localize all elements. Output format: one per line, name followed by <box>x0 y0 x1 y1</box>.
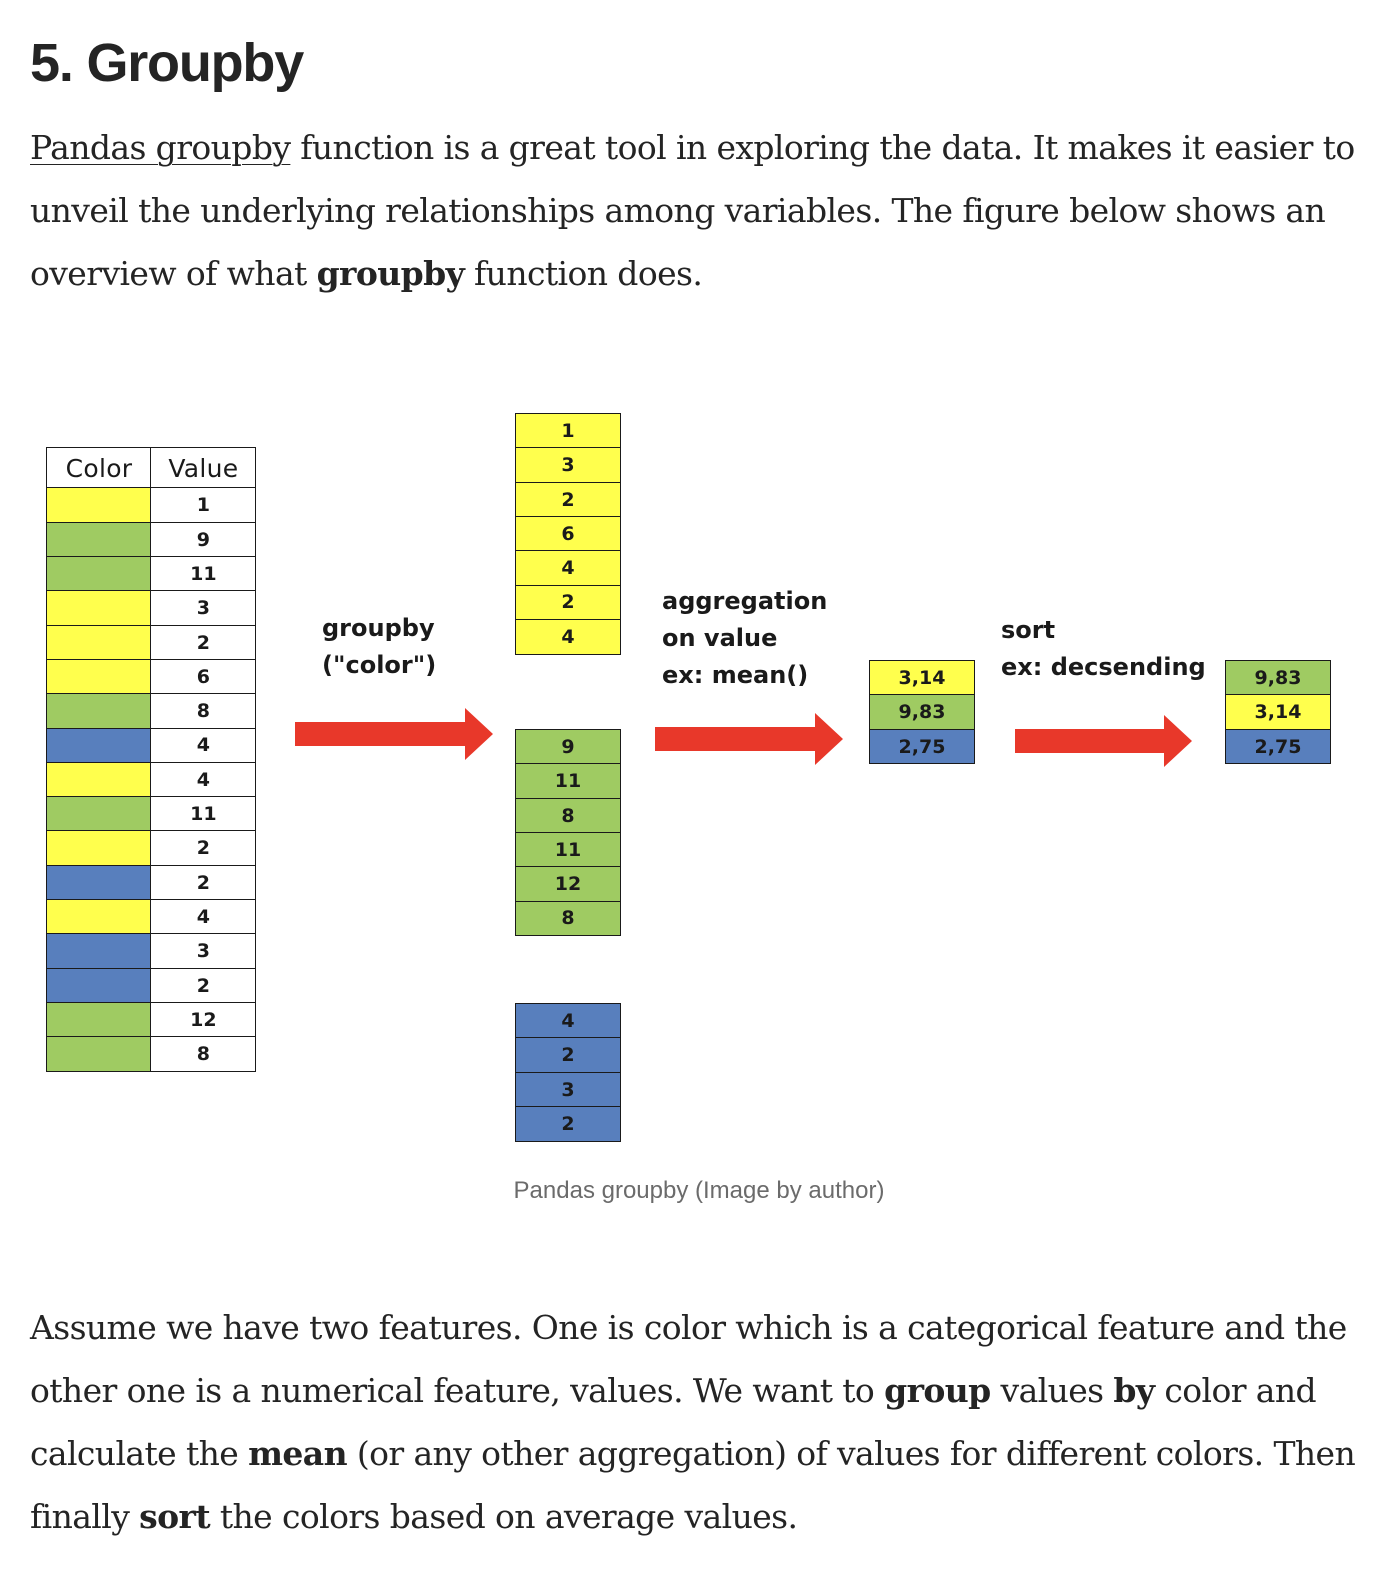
table-value-cell: 2 <box>150 624 257 661</box>
table-header-color: Color <box>46 447 152 489</box>
table-value-cell: 6 <box>150 658 257 695</box>
outro-bold-group: group <box>884 1371 991 1410</box>
table-value-cell: 4 <box>150 727 257 764</box>
intro-bold-groupby: groupby <box>316 254 465 293</box>
table-color-swatch <box>46 967 152 1004</box>
table-value-cell: 9 <box>150 521 257 558</box>
table-value-cell: 4 <box>150 761 257 798</box>
outro-bold-mean: mean <box>248 1434 347 1473</box>
outro-text-2: values <box>990 1371 1114 1410</box>
group-green-cell: 11 <box>515 763 621 800</box>
section-heading: 5. Groupby <box>30 33 304 93</box>
table-value-cell: 2 <box>150 830 257 867</box>
table-color-swatch <box>46 1036 152 1073</box>
table-color-swatch <box>46 693 152 730</box>
group-green-cell: 12 <box>515 866 621 903</box>
mean-blue-cell: 2,75 <box>869 728 975 765</box>
table-color-swatch <box>46 487 152 524</box>
intro-paragraph: Pandas groupby function is a great tool … <box>30 116 1375 305</box>
table-color-swatch <box>46 521 152 558</box>
aggregation-step-label: aggregation on value ex: mean() <box>662 587 828 689</box>
table-value-cell: 12 <box>150 1001 257 1038</box>
mean-green-cell: 9,83 <box>869 694 975 731</box>
outro-paragraph: Assume we have two features. One is colo… <box>30 1296 1375 1548</box>
table-value-cell: 2 <box>150 967 257 1004</box>
group-blue-cell: 2 <box>515 1105 621 1142</box>
group-yellow-cell: 4 <box>515 618 621 655</box>
table-color-swatch <box>46 1001 152 1038</box>
group-blue-cell: 3 <box>515 1071 621 1108</box>
group-green-cell: 8 <box>515 900 621 937</box>
group-yellow-cell: 2 <box>515 481 621 518</box>
table-color-swatch <box>46 556 152 592</box>
table-color-swatch <box>46 933 152 970</box>
sorted-blue-cell: 2,75 <box>1225 728 1331 765</box>
table-color-swatch <box>46 727 152 764</box>
table-color-swatch <box>46 830 152 867</box>
table-color-swatch <box>46 864 152 901</box>
table-value-cell: 1 <box>150 487 257 524</box>
table-color-swatch <box>46 590 152 627</box>
intro-text-1: function is a great tool in exploring th… <box>30 128 1355 293</box>
outro-bold-sort: sort <box>139 1497 210 1536</box>
table-value-cell: 3 <box>150 590 257 627</box>
figure-caption: Pandas groupby (Image by author) <box>513 1177 885 1204</box>
table-value-cell: 8 <box>150 1036 257 1073</box>
table-color-swatch <box>46 899 152 935</box>
outro-text-1: Assume we have two features. One is colo… <box>30 1308 1347 1410</box>
table-header-value: Value <box>150 447 257 489</box>
arrow-right-icon <box>295 708 493 760</box>
group-blue-cell: 4 <box>515 1003 621 1039</box>
table-value-cell: 4 <box>150 899 257 935</box>
outro-text-3: color and calculate the <box>30 1371 1317 1473</box>
group-yellow-cell: 3 <box>515 447 621 484</box>
outro-text-5: the colors based on average values. <box>209 1497 798 1536</box>
group-blue-cell: 2 <box>515 1037 621 1074</box>
group-yellow-cell: 4 <box>515 550 621 587</box>
sorted-yellow-cell: 3,14 <box>1225 694 1331 731</box>
table-color-swatch <box>46 658 152 695</box>
outro-bold-by: by <box>1113 1371 1155 1410</box>
table-value-cell: 8 <box>150 693 257 730</box>
group-green-cell: 9 <box>515 729 621 765</box>
sorted-green-cell: 9,83 <box>1225 660 1331 696</box>
group-green-cell: 8 <box>515 797 621 834</box>
group-green-cell: 11 <box>515 831 621 868</box>
group-yellow-cell: 2 <box>515 584 621 621</box>
pandas-groupby-link[interactable]: Pandas groupby <box>30 128 291 167</box>
table-value-cell: 11 <box>150 796 257 832</box>
arrow-right-icon <box>1015 715 1192 767</box>
arrow-right-icon <box>655 713 843 765</box>
sort-step-label: sort ex: decsending <box>1001 616 1206 681</box>
outro-text-4: (or any other aggregation) of values for… <box>30 1434 1356 1536</box>
table-color-swatch <box>46 796 152 832</box>
table-value-cell: 3 <box>150 933 257 970</box>
table-value-cell: 11 <box>150 556 257 592</box>
group-yellow-cell: 1 <box>515 413 621 449</box>
table-color-swatch <box>46 761 152 798</box>
intro-text-2: function does. <box>464 254 703 293</box>
mean-yellow-cell: 3,14 <box>869 660 975 696</box>
table-color-swatch <box>46 624 152 661</box>
table-value-cell: 2 <box>150 864 257 901</box>
group-yellow-cell: 6 <box>515 515 621 552</box>
groupby-step-label: groupby ("color") <box>322 614 437 679</box>
